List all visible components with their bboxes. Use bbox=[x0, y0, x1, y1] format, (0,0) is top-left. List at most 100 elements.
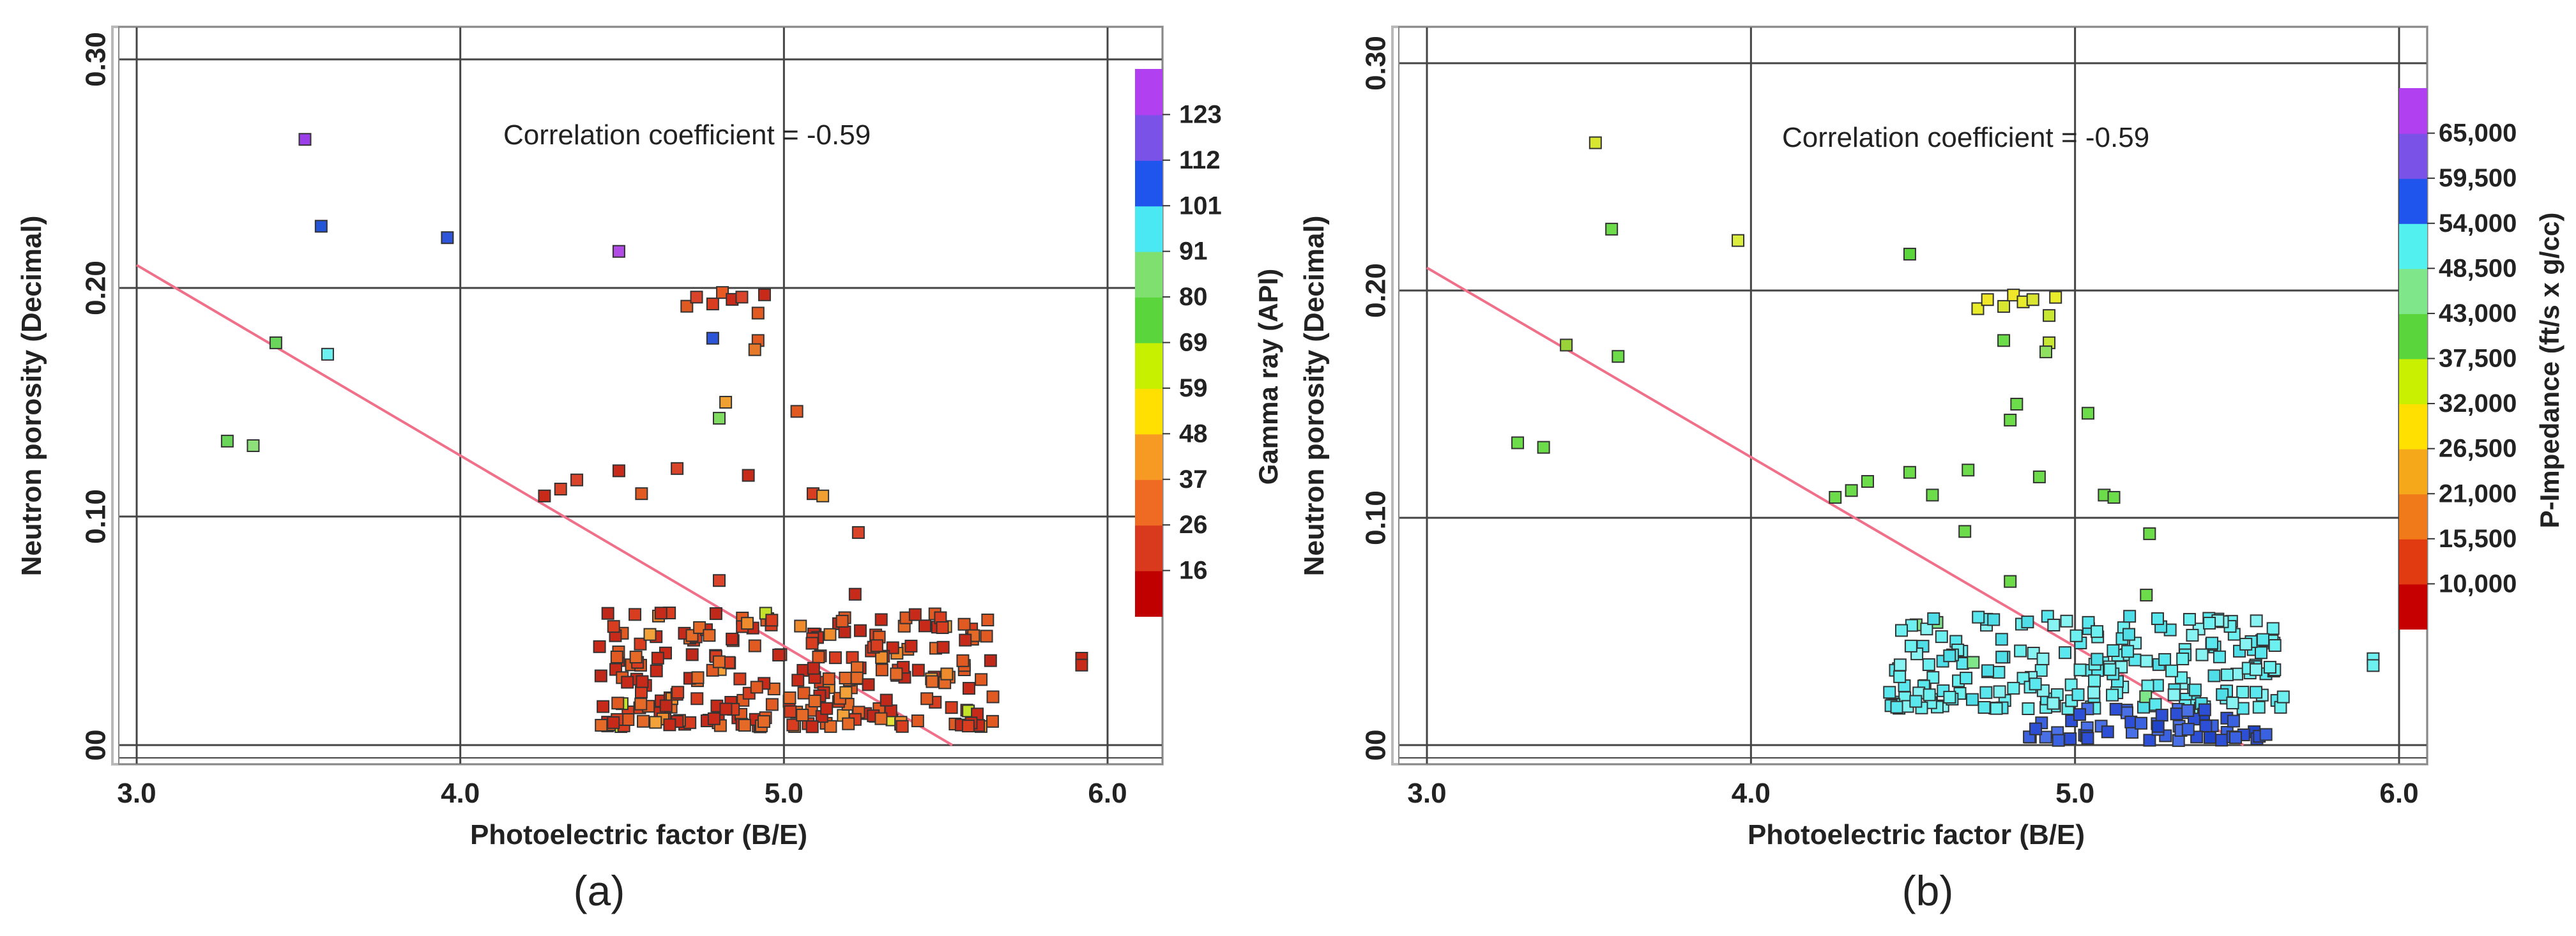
x-tick-label: 3.0 bbox=[1407, 778, 1446, 809]
data-point bbox=[629, 608, 642, 621]
data-point bbox=[1965, 693, 1979, 706]
data-point bbox=[693, 621, 706, 634]
data-point bbox=[1605, 222, 1619, 236]
data-point bbox=[758, 288, 771, 301]
data-point bbox=[2213, 650, 2226, 663]
data-point bbox=[1990, 702, 2003, 715]
data-point bbox=[1943, 649, 1956, 663]
data-point bbox=[765, 698, 779, 711]
x-tick-label: 5.0 bbox=[2055, 778, 2094, 809]
x-tick-label: 3.0 bbox=[117, 778, 156, 809]
data-point bbox=[920, 692, 934, 706]
data-point bbox=[691, 671, 705, 684]
data-point bbox=[713, 412, 726, 425]
data-point bbox=[896, 720, 909, 733]
data-point bbox=[2026, 293, 2039, 306]
data-point bbox=[601, 607, 614, 620]
data-point bbox=[2014, 644, 2027, 658]
data-point bbox=[2073, 708, 2087, 721]
data-point bbox=[956, 654, 970, 667]
data-point bbox=[2060, 614, 2073, 628]
data-point bbox=[1995, 633, 2008, 646]
data-point bbox=[1935, 630, 1948, 644]
data-point bbox=[1960, 672, 1973, 685]
data-point bbox=[2203, 617, 2216, 630]
data-point bbox=[981, 614, 995, 627]
y-tick-label: 0.30 bbox=[1360, 36, 1392, 91]
data-point bbox=[839, 671, 852, 684]
data-point bbox=[716, 286, 729, 299]
colorbar-label: 10,000 bbox=[2439, 570, 2517, 598]
data-point bbox=[671, 686, 685, 699]
y-tick-label: 00 bbox=[1360, 730, 1392, 761]
colorbar-band bbox=[2399, 178, 2427, 224]
data-point bbox=[2206, 637, 2219, 650]
data-point bbox=[2259, 728, 2273, 741]
data-point bbox=[2123, 628, 2136, 641]
data-point bbox=[621, 676, 634, 689]
y-tick-label: 0.20 bbox=[1360, 263, 1392, 318]
data-point bbox=[835, 614, 849, 628]
x-tick-label: 5.0 bbox=[765, 778, 804, 809]
data-point bbox=[1560, 338, 1573, 352]
data-point bbox=[607, 716, 620, 729]
data-point bbox=[936, 640, 950, 654]
data-point bbox=[823, 628, 837, 641]
data-point bbox=[2004, 413, 2017, 426]
data-point bbox=[2158, 653, 2172, 666]
data-point bbox=[1943, 690, 1956, 704]
data-point bbox=[850, 671, 864, 684]
data-point bbox=[911, 663, 925, 677]
data-point bbox=[2250, 614, 2263, 628]
data-point bbox=[848, 587, 862, 601]
colorbar-band bbox=[2399, 404, 2427, 449]
data-point bbox=[2198, 703, 2211, 716]
panel-label-b: (b) bbox=[1902, 867, 1954, 914]
data-point bbox=[2151, 720, 2165, 733]
data-point bbox=[2103, 663, 2117, 676]
data-point bbox=[2010, 398, 2023, 411]
data-point bbox=[1829, 490, 1842, 504]
data-point bbox=[1893, 658, 1907, 672]
data-point bbox=[812, 651, 825, 664]
data-point bbox=[634, 637, 647, 651]
data-point bbox=[570, 473, 584, 487]
data-point bbox=[874, 613, 888, 626]
data-point bbox=[797, 686, 811, 700]
data-point bbox=[2039, 345, 2053, 359]
data-point bbox=[2170, 707, 2183, 721]
data-point bbox=[703, 629, 716, 642]
data-point bbox=[908, 608, 922, 621]
data-point bbox=[1972, 610, 1985, 624]
colorbar-label: 112 bbox=[1179, 146, 1221, 174]
data-point bbox=[2263, 661, 2276, 674]
data-point bbox=[904, 639, 918, 653]
colorbar-band bbox=[1135, 434, 1162, 480]
x-tick-labels-b: 3.0 4.0 5.0 6.0 bbox=[1407, 778, 2418, 809]
data-point bbox=[2186, 628, 2199, 642]
colorbar-band bbox=[2399, 313, 2427, 359]
colorbar-label: 65,000 bbox=[2439, 119, 2517, 147]
colorbar-label: 123 bbox=[1179, 100, 1222, 128]
data-point bbox=[1890, 700, 1903, 714]
data-point bbox=[783, 691, 796, 704]
data-point bbox=[1927, 612, 1940, 626]
data-point bbox=[2036, 652, 2050, 665]
colorbar-label: 16 bbox=[1179, 557, 1208, 585]
data-point bbox=[791, 674, 805, 687]
data-point bbox=[2151, 612, 2164, 625]
data-point bbox=[918, 619, 931, 633]
x-axis-title-a: Photoelectric factor (B/E) bbox=[470, 819, 807, 850]
scatter-points-a bbox=[220, 133, 1088, 734]
data-point bbox=[593, 640, 606, 653]
colorbar-label: 54,000 bbox=[2439, 209, 2517, 238]
data-point bbox=[1732, 234, 1745, 247]
colorbar-label: 26,500 bbox=[2439, 435, 2517, 463]
data-point bbox=[595, 718, 608, 732]
data-point bbox=[269, 336, 282, 349]
data-point bbox=[2073, 663, 2087, 677]
data-point bbox=[538, 489, 551, 502]
data-point bbox=[2254, 646, 2267, 660]
data-point bbox=[1904, 639, 1917, 653]
